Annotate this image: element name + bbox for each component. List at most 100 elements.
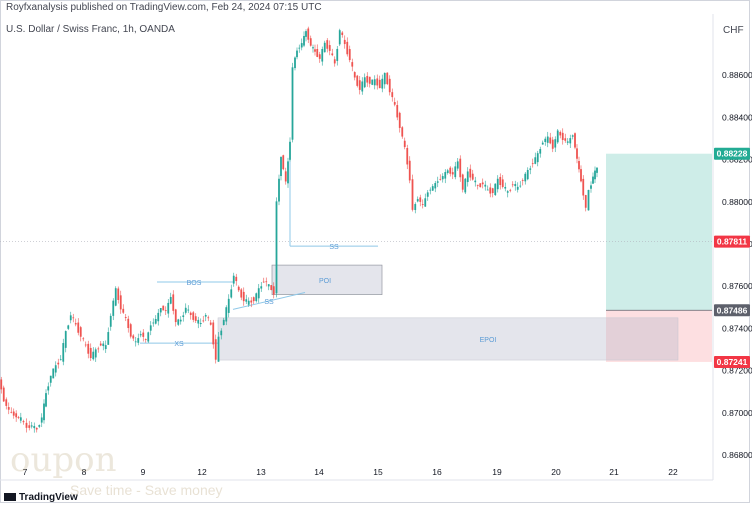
price-tag-label: 0.87241: [717, 357, 748, 367]
x-tick-label: 14: [314, 467, 324, 477]
candle-body: [476, 184, 479, 186]
candle-body: [541, 142, 544, 145]
candle-body: [247, 300, 250, 305]
candle-body: [162, 305, 165, 311]
candle-body: [280, 156, 282, 177]
candle-body: [346, 41, 349, 55]
candle-body: [529, 168, 532, 170]
candle-body: [7, 407, 10, 410]
candle-body: [222, 319, 225, 326]
candle-body: [252, 297, 255, 302]
candle-body: [469, 168, 472, 178]
candle-body: [220, 330, 223, 336]
x-tick-label: 21: [609, 467, 619, 477]
y-tick-label: 0.88400: [722, 112, 752, 122]
candle-body: [179, 319, 182, 322]
candle-body: [22, 421, 25, 423]
candle-body: [124, 316, 127, 318]
candle-body: [356, 75, 359, 86]
coupon-watermark: oupon: [10, 440, 117, 480]
candle-body: [235, 276, 238, 282]
candle-body: [521, 180, 524, 181]
candle-body: [237, 286, 240, 291]
candle-body: [348, 49, 351, 61]
candle-body: [431, 186, 434, 191]
candle-body: [454, 166, 457, 178]
candle-body: [245, 299, 248, 302]
candle-body: [361, 81, 364, 92]
candle-body: [137, 338, 140, 343]
candle-body: [309, 38, 312, 46]
candle-body: [250, 300, 253, 303]
candle-body: [152, 322, 155, 324]
candle-body: [318, 54, 321, 59]
candle-body: [197, 319, 200, 324]
candle-body: [154, 319, 157, 324]
candle-body: [149, 325, 152, 331]
candle-body: [109, 315, 112, 327]
candle-body: [209, 322, 212, 325]
candle-body: [501, 179, 504, 187]
candle-body: [59, 359, 62, 361]
candle-body: [506, 191, 509, 193]
candle-body: [388, 78, 391, 93]
take-profit-zone: [606, 153, 712, 311]
candle-body: [464, 178, 467, 193]
price-tag-label: 0.87811: [717, 237, 748, 247]
candle-body: [15, 413, 18, 418]
candle-body: [204, 315, 207, 317]
candle-body: [321, 49, 324, 62]
candle-body: [289, 141, 291, 160]
candle-body: [479, 183, 482, 188]
candle-body: [559, 131, 562, 136]
annotation-xs-1: XS: [174, 341, 184, 348]
candle-body: [199, 322, 202, 325]
candle-body: [167, 302, 170, 314]
candle-body: [114, 288, 117, 306]
candle-body: [414, 204, 417, 210]
candle-body: [444, 172, 447, 179]
candle-body: [578, 161, 580, 170]
candle-body: [471, 173, 474, 180]
candle-body: [30, 425, 33, 427]
candle-body: [391, 92, 394, 98]
candle-body: [486, 189, 489, 191]
candle-body: [561, 132, 564, 140]
candle-body: [77, 322, 80, 333]
candle-body: [314, 49, 316, 52]
candle-body: [582, 178, 585, 196]
candle-body: [416, 199, 419, 202]
candle-body: [504, 186, 507, 189]
candle-body: [426, 192, 429, 197]
candle-body: [587, 189, 590, 211]
candle-body: [265, 281, 268, 283]
candle-body: [556, 130, 559, 143]
candle-body: [378, 79, 381, 89]
candle-body: [481, 182, 484, 185]
candle-body: [159, 308, 162, 313]
candle-body: [38, 425, 41, 427]
candle-body: [494, 183, 497, 196]
candle-body: [312, 47, 314, 49]
candle-body: [267, 284, 270, 287]
candle-body: [434, 183, 437, 189]
x-tick-label: 9: [141, 467, 146, 477]
epoi-zone: [217, 317, 679, 361]
annotation-bos-0: BOS: [187, 280, 202, 287]
candle-body: [132, 335, 135, 339]
candle-body: [260, 286, 263, 289]
x-tick-label: 7: [23, 467, 28, 477]
candle-body: [368, 76, 371, 84]
candle-body: [571, 135, 574, 137]
candle-body: [278, 178, 280, 202]
annotation-poi-4: POI: [319, 278, 331, 285]
x-tick-label: 12: [197, 467, 207, 477]
candle-body: [441, 176, 444, 180]
x-tick-label: 16: [432, 467, 442, 477]
candle-body: [408, 160, 411, 181]
candle-body: [514, 184, 517, 187]
candle-body: [184, 307, 187, 313]
candle-body: [351, 62, 354, 67]
